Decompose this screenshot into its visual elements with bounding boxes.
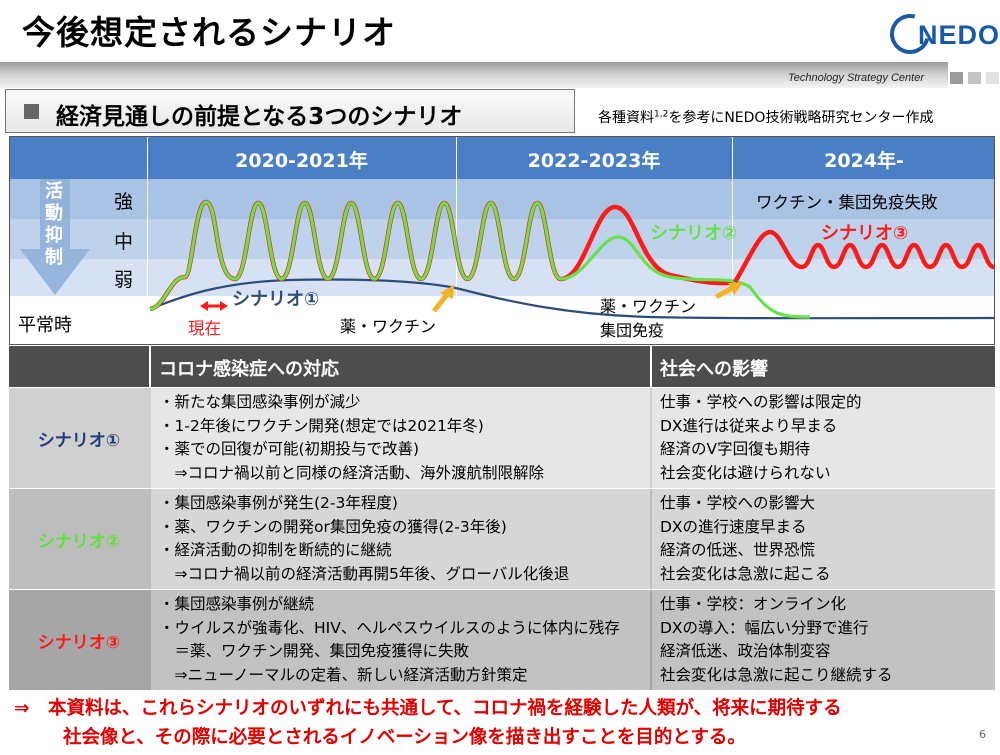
level-row-strong xyxy=(10,179,994,219)
grid-line xyxy=(732,137,733,344)
level-strong: 強 xyxy=(114,191,134,213)
conclusion: ⇒ 本資料は、これらシナリオのいずれにも共通して、コロナ禍を経験した人類が、将来… xyxy=(14,694,842,752)
bullet-square-icon xyxy=(24,104,39,119)
drug-vaccine-label-2: 薬・ワクチン xyxy=(600,297,697,316)
scenario2-row-label: シナリオ② xyxy=(37,531,121,552)
level-normal: 平常時 xyxy=(18,315,72,336)
tsc-label: Technology Strategy Center xyxy=(788,72,924,84)
table-row: シナリオ② ・集団感染事例が発生(2-3年程度) ・薬、ワクチンの開発or集団免疫… xyxy=(9,489,995,589)
source-note: 各種資料1,2を参考にNEDO技術戦略研究センター作成 xyxy=(598,109,934,126)
scenario3-row-label: シナリオ③ xyxy=(37,632,121,653)
response-cell: ・集団感染事例が発生(2-3年程度) ・薬、ワクチンの開発or集団免疫の獲得(2-… xyxy=(151,489,650,589)
scenario1-row-label: シナリオ① xyxy=(37,430,121,451)
impact-cell: 仕事・学校：オンライン化 DXの導入：幅広い分野で進行 経済低迷、政治体制変容 社会変… xyxy=(652,590,995,690)
level-medium: 中 xyxy=(114,231,134,253)
table-row: シナリオ① ・新たな集団感染事例が減少 ・1-2年後にワクチン開発(想定では202… xyxy=(9,388,995,488)
table-corner xyxy=(9,346,149,387)
response-cell: ・集団感染事例が継続 ・ウイルスが強毒化、HIV、ヘルペスウイルスのように体内に残… xyxy=(151,590,650,690)
vaccine-failure-label: ワクチン・集団免疫失敗 xyxy=(756,193,938,212)
impact-cell: 仕事・学校への影響大 DXの進行速度早まる 経済の低迷、世界恐慌 社会変化は急激に起こ… xyxy=(652,489,995,589)
period-2020: 2020-2021年 xyxy=(235,150,368,172)
band-block xyxy=(950,72,963,84)
page-number: 6 xyxy=(979,728,986,741)
band-block xyxy=(986,72,999,84)
herd-immunity-label: 集団免疫 xyxy=(600,321,665,340)
logo-text: NEDO xyxy=(918,20,1000,50)
section-heading: 経済見通しの前提となる3つのシナリオ xyxy=(5,89,575,133)
conclusion-line-2: 社会像と、その際に必要とされるイノベーション像を描き出すことを目的とする。 xyxy=(63,727,746,748)
period-2024: 2024年- xyxy=(824,150,904,172)
period-header xyxy=(10,137,994,179)
section-heading-text: 経済見通しの前提となる3つのシナリオ xyxy=(56,104,463,130)
page-title: 今後想定されるシナリオ xyxy=(22,13,396,52)
scenario2-label: シナリオ② xyxy=(650,223,738,244)
impact-cell: 仕事・学校への影響は限定的 DX進行は従来より早まる 経済のV字回復も期待 社会変化は… xyxy=(652,388,995,488)
period-2022: 2022-2023年 xyxy=(527,150,661,172)
scenario-curves xyxy=(20,179,994,320)
scenario1-label: シナリオ① xyxy=(232,289,320,310)
table-row: シナリオ③ ・集団感染事例が継続 ・ウイルスが強毒化、HIV、ヘルペスウイルスのよ… xyxy=(9,590,995,690)
suppression-arrow: 活 動 抑 制 xyxy=(45,181,63,268)
table-header-response: コロナ感染症への対応 xyxy=(151,346,650,387)
header-band: Technology Strategy Center xyxy=(0,62,948,88)
nedo-logo: NEDO xyxy=(882,6,1000,62)
drug-vaccine-label-1: 薬・ワクチン xyxy=(340,317,437,336)
now-label: 現在 xyxy=(188,319,221,338)
conclusion-line-1: ⇒ 本資料は、これらシナリオのいずれにも共通して、コロナ禍を経験した人類が、将来… xyxy=(14,698,842,719)
response-cell: ・新たな集団感染事例が減少 ・1-2年後にワクチン開発(想定では2021年冬) ・薬… xyxy=(151,388,650,488)
table-header-impact: 社会への影響 xyxy=(652,346,995,387)
grid-line xyxy=(147,137,148,344)
scenario3-label: シナリオ③ xyxy=(821,223,909,244)
scenario-chart: 2020-2021年 2022-2023年 2024年- 活 動 抑 制 強 中… xyxy=(9,136,995,345)
level-row-normal xyxy=(10,296,994,344)
level-weak: 弱 xyxy=(114,269,134,291)
suppression-arrow-icon xyxy=(20,179,90,295)
scenario-table: コロナ感染症への対応 社会への影響 シナリオ① ・新たな集団感染事例が減少 ・1-… xyxy=(9,346,995,692)
band-block xyxy=(968,72,981,84)
